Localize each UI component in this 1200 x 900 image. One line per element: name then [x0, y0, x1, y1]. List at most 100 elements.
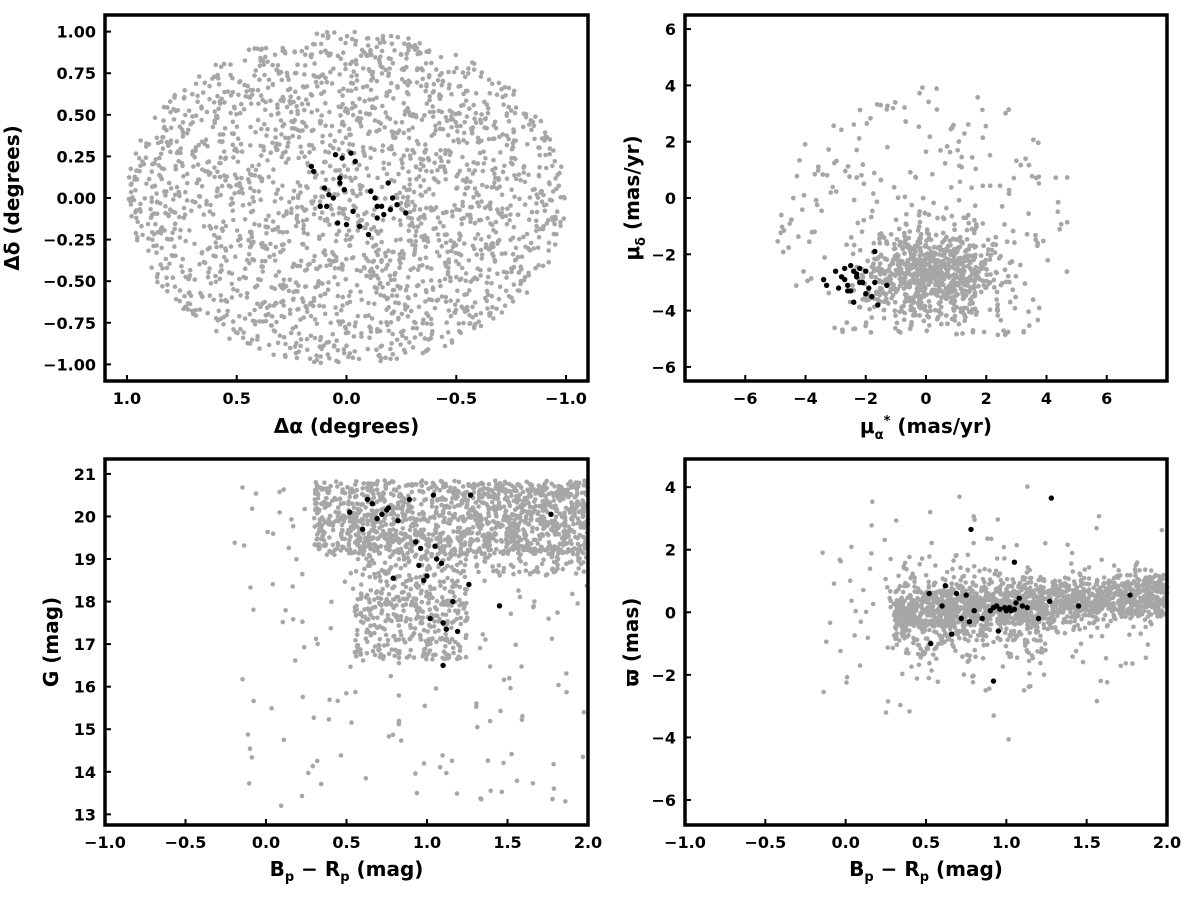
field-star-point: [380, 268, 385, 273]
field-star-point: [293, 350, 299, 356]
field-star-point: [913, 312, 918, 318]
field-star-point: [404, 51, 410, 57]
field-star-point: [174, 139, 180, 144]
field-star-point: [257, 222, 262, 228]
field-star-point: [471, 61, 477, 67]
field-star-point: [929, 290, 934, 295]
field-star-point: [969, 226, 975, 232]
field-star-point: [442, 276, 448, 282]
field-star-point: [894, 237, 900, 242]
field-star-point: [397, 286, 403, 291]
field-star-point: [354, 61, 359, 67]
field-star-point: [860, 272, 865, 278]
field-star-point: [474, 701, 479, 706]
field-star-point: [408, 156, 413, 161]
field-star-point: [371, 244, 376, 249]
field-star-point: [375, 326, 380, 332]
field-star-point: [446, 148, 452, 153]
field-star-point: [443, 294, 449, 300]
field-star-point: [333, 479, 339, 484]
field-star-point: [274, 191, 279, 196]
field-star-point: [314, 353, 319, 358]
field-star-point: [382, 560, 388, 566]
field-star-point: [1064, 175, 1070, 180]
field-star-point: [499, 192, 505, 198]
field-star-point: [411, 252, 417, 257]
field-star-point: [393, 528, 399, 534]
field-star-point: [558, 219, 563, 225]
field-star-point: [471, 194, 476, 200]
field-star-point: [347, 299, 353, 305]
field-star-point: [288, 94, 294, 100]
field-star-point: [266, 174, 272, 180]
field-star-point: [276, 210, 281, 216]
field-star-point: [381, 293, 387, 299]
field-star-point: [370, 259, 376, 265]
field-star-point: [443, 643, 448, 649]
field-star-point: [328, 262, 333, 268]
field-star-point: [295, 111, 301, 117]
field-star-point: [965, 283, 970, 288]
field-star-point: [539, 188, 544, 194]
field-star-point: [984, 267, 989, 272]
field-star-point: [160, 266, 165, 271]
member-star-point: [835, 285, 842, 291]
field-star-point: [1057, 227, 1062, 232]
field-star-point: [437, 120, 442, 126]
field-star-point: [150, 237, 155, 242]
field-star-point: [459, 304, 465, 310]
field-star-point: [921, 264, 926, 269]
field-star-point: [251, 199, 257, 204]
field-star-point: [358, 123, 364, 129]
field-star-point: [188, 293, 194, 299]
field-star-point: [423, 142, 428, 147]
field-star-point: [864, 121, 870, 126]
field-star-point: [298, 258, 304, 264]
field-star-point: [416, 141, 421, 147]
field-star-point: [443, 240, 449, 246]
field-star-point: [228, 244, 234, 249]
field-star-point: [511, 224, 517, 230]
field-star-point: [894, 268, 899, 273]
field-star-point: [987, 153, 993, 158]
field-star-point: [497, 134, 502, 140]
field-star-point: [394, 192, 399, 198]
field-star-point: [891, 257, 896, 262]
field-star-point: [348, 80, 354, 86]
field-star-point: [524, 231, 530, 237]
member-star-point: [357, 223, 363, 229]
field-star-point: [974, 222, 979, 227]
field-star-point: [284, 211, 289, 216]
field-star-point: [320, 232, 326, 238]
field-star-point: [179, 264, 184, 269]
field-star-point: [427, 97, 432, 103]
field-star-point: [126, 175, 132, 180]
field-star-point: [302, 72, 307, 77]
field-star-point: [556, 682, 561, 688]
field-star-point: [411, 224, 417, 229]
field-star-point: [333, 509, 339, 515]
field-star-point: [506, 85, 512, 91]
field-star-point: [375, 175, 380, 181]
field-star-point: [311, 298, 317, 304]
field-star-point: [132, 174, 138, 180]
field-star-point: [973, 166, 978, 172]
field-star-point: [380, 217, 386, 223]
field-star-point: [439, 82, 445, 88]
field-star-point: [961, 305, 967, 311]
field-star-point: [324, 263, 329, 269]
field-star-point: [293, 89, 298, 94]
field-star-point: [261, 148, 267, 153]
field-star-point: [168, 110, 173, 115]
field-star-point: [391, 96, 396, 101]
member-star-point: [330, 195, 336, 201]
field-star-point: [197, 261, 202, 267]
field-star-point: [474, 190, 480, 196]
field-star-point: [318, 354, 323, 359]
field-star-point: [247, 260, 252, 266]
field-star-point: [874, 199, 880, 205]
field-star-point: [1006, 107, 1011, 112]
field-star-point: [323, 177, 329, 183]
field-star-point: [824, 173, 830, 178]
